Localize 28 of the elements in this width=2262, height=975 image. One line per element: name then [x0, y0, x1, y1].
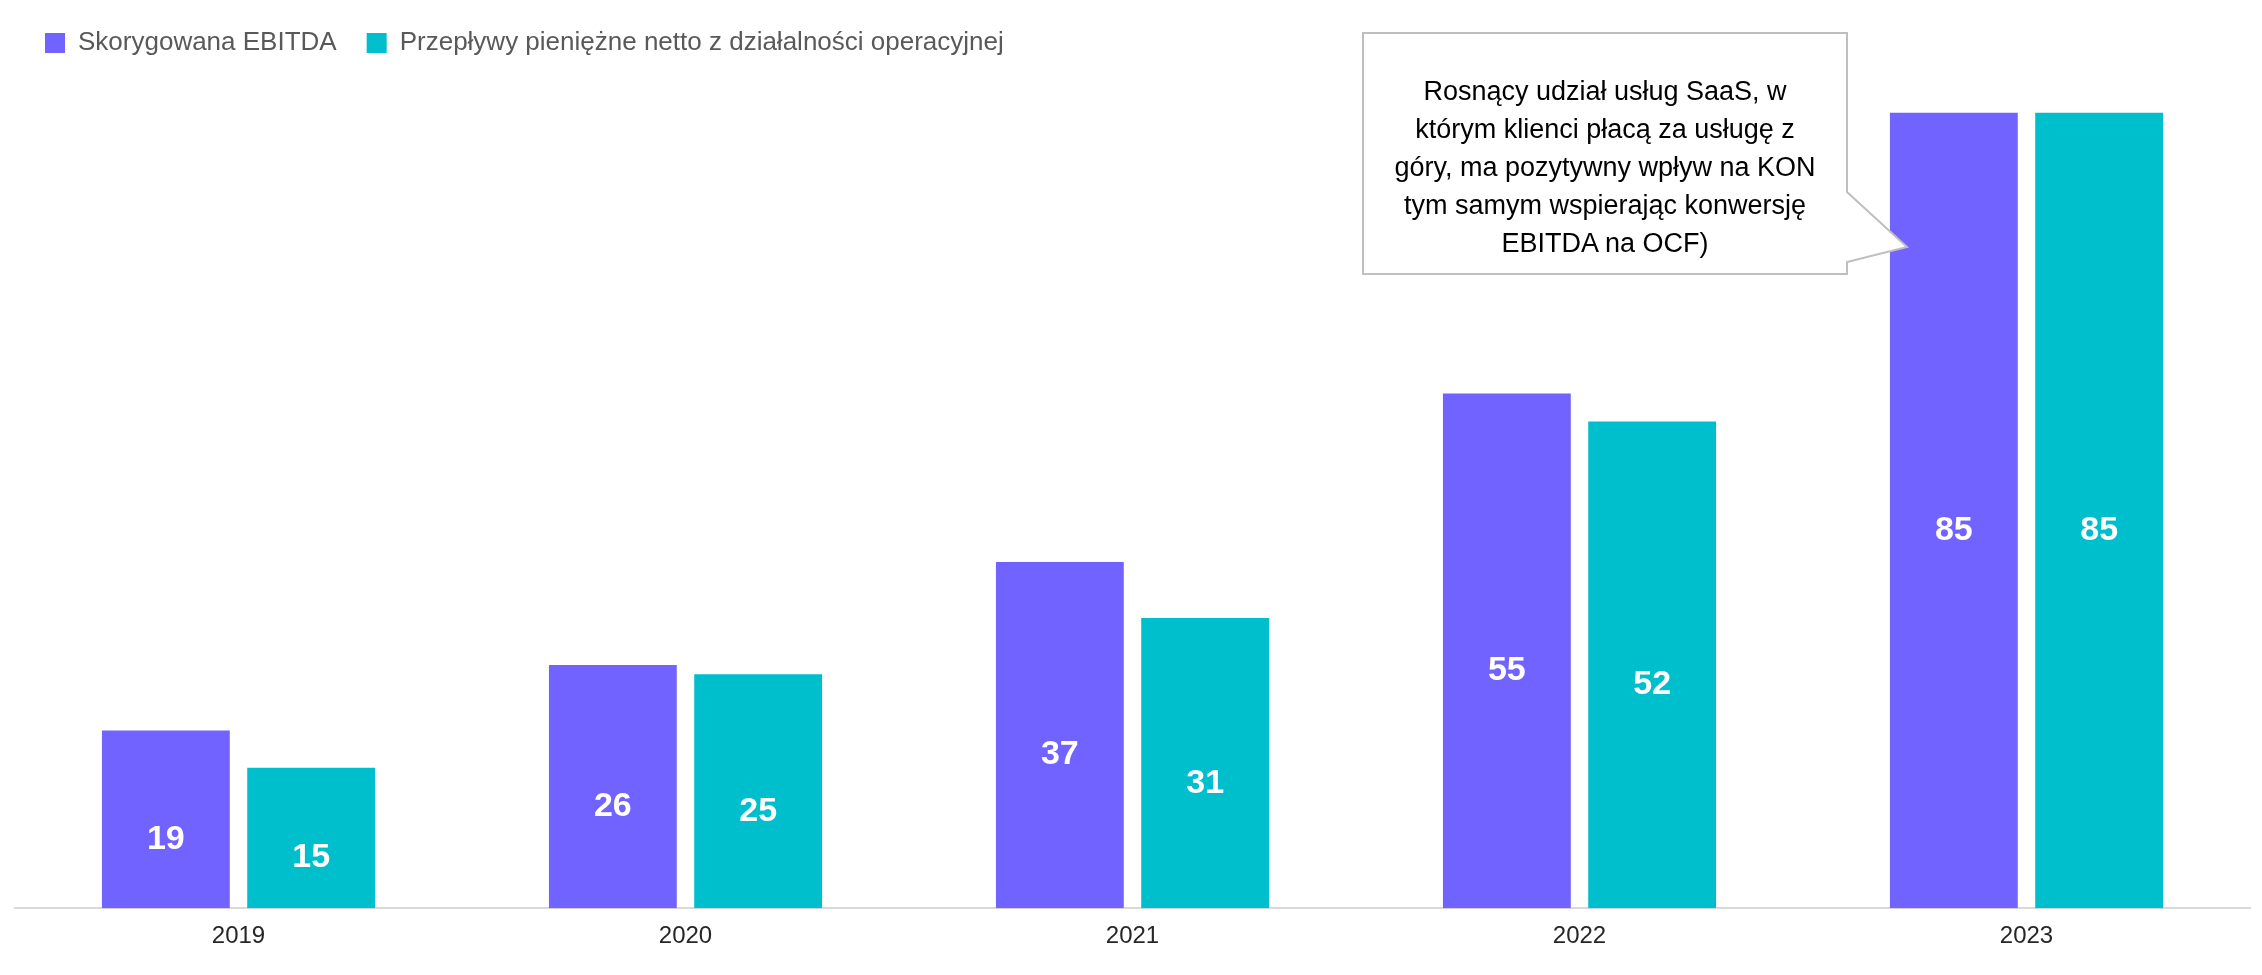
data-label: 52 [1633, 663, 1672, 702]
x-tick-label: 2019 [211, 921, 266, 949]
data-label: 55 [1487, 649, 1526, 688]
data-label: 37 [1040, 733, 1079, 772]
annotation: Rosnący udział usług SaaS, w którym klienci płacą za usługę z góry, ma pozytywny wpływ na KON tym samym wspierając konwersję EBITDA na OCF) [1393, 75, 1817, 260]
bar [548, 664, 677, 909]
data-label: 25 [739, 789, 778, 828]
x-tick-label: 2022 [1552, 921, 1607, 949]
data-label: 26 [593, 784, 632, 823]
x-tick-label: 2020 [658, 921, 713, 949]
legend-label: Przepływy pieniężne netto z działalności operacyjnej [399, 26, 1004, 57]
bar [995, 561, 1124, 909]
bar [1588, 421, 1717, 909]
bar [1141, 618, 1270, 909]
bar [247, 767, 376, 909]
x-tick-label: 2021 [1105, 921, 1160, 949]
data-label: 31 [1186, 761, 1225, 800]
data-label: 15 [292, 836, 331, 875]
legend-label: Skorygowana EBITDA [78, 26, 338, 57]
bar [2035, 112, 2164, 909]
bar [1889, 112, 2018, 909]
data-label: 19 [146, 817, 185, 856]
bar [694, 674, 823, 909]
data-label: 85 [2080, 508, 2119, 547]
bar [1442, 393, 1571, 909]
x-tick-label: 2023 [1999, 921, 2054, 949]
bar [101, 730, 230, 909]
data-label: 85 [1934, 508, 1973, 547]
